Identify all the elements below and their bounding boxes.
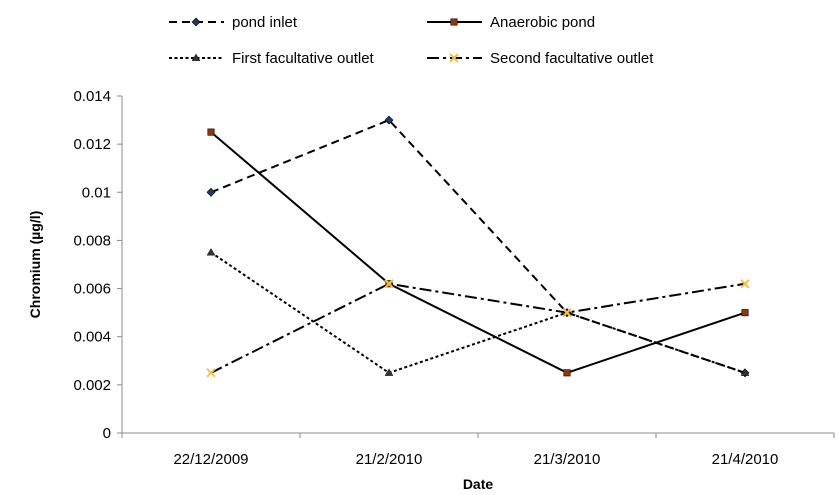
y-ticks: 0 0.002 0.004 0.006 0.008 0.01 0.012 0.014 bbox=[73, 88, 122, 442]
data-point bbox=[563, 369, 571, 377]
data-point bbox=[206, 368, 216, 378]
legend-label: Second facultative outlet bbox=[490, 50, 654, 67]
data-point bbox=[740, 279, 750, 289]
x-axis-title: Date bbox=[463, 476, 494, 492]
y-tick-label: 0.008 bbox=[73, 232, 111, 249]
y-tick-label: 0.012 bbox=[73, 136, 111, 153]
series-line-2 bbox=[210, 251, 746, 374]
legend-item: First facultative outlet bbox=[169, 50, 375, 67]
x-ticks: 22/12/2009 21/2/2010 21/3/2010 21/4/2010 bbox=[121, 433, 835, 468]
series-line-3 bbox=[210, 282, 746, 374]
legend-item: Anaerobic pond bbox=[427, 14, 595, 31]
data-point bbox=[384, 115, 394, 125]
data-point bbox=[206, 187, 216, 197]
data-point bbox=[740, 368, 750, 376]
y-tick-label: 0.004 bbox=[73, 329, 111, 346]
series-lines bbox=[210, 118, 746, 374]
y-axis-title: Chromium (µg/l) bbox=[27, 211, 43, 319]
legend-marker bbox=[450, 18, 458, 26]
legend-label: pond inlet bbox=[232, 14, 298, 31]
x-tick-label: 21/3/2010 bbox=[534, 451, 601, 468]
series-line-1 bbox=[210, 131, 746, 374]
data-point bbox=[384, 279, 394, 289]
legend-label: Anaerobic pond bbox=[490, 14, 595, 31]
y-tick-label: 0.01 bbox=[82, 184, 111, 201]
y-tick-label: 0.014 bbox=[73, 88, 111, 105]
legend-marker bbox=[191, 17, 201, 27]
data-point bbox=[741, 309, 749, 317]
legend-marker bbox=[449, 53, 459, 63]
legend: pond inlet Anaerobic pond First facultativ… bbox=[169, 14, 654, 67]
legend-item: Second facultative outlet bbox=[427, 50, 654, 67]
series-markers bbox=[206, 115, 750, 378]
y-tick-label: 0 bbox=[103, 425, 111, 442]
data-point bbox=[562, 307, 572, 318]
data-point bbox=[207, 128, 215, 136]
y-tick-label: 0.002 bbox=[73, 377, 111, 394]
series-line-0 bbox=[210, 118, 746, 374]
legend-item: pond inlet bbox=[169, 14, 298, 31]
data-point bbox=[206, 248, 216, 256]
data-point bbox=[384, 368, 394, 376]
x-tick-label: 22/12/2009 bbox=[173, 451, 248, 468]
legend-marker bbox=[191, 53, 201, 61]
x-tick-label: 21/4/2010 bbox=[712, 451, 779, 468]
legend-label: First facultative outlet bbox=[232, 50, 375, 67]
y-tick-label: 0.006 bbox=[73, 281, 111, 298]
x-tick-label: 21/2/2010 bbox=[356, 451, 423, 468]
